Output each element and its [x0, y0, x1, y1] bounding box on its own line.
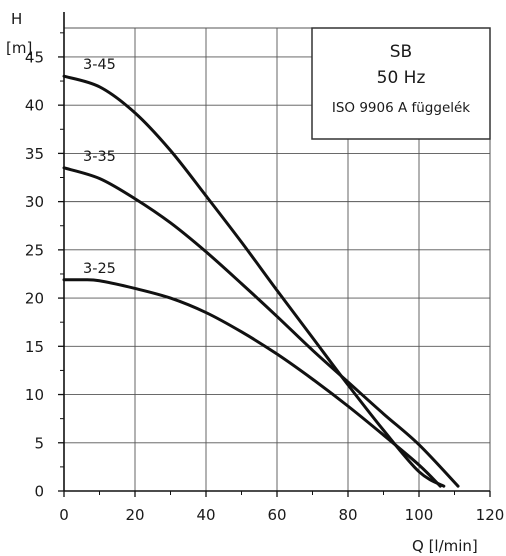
series-line-3-35 [62, 166, 460, 488]
x-tick-label: 20 [125, 506, 144, 524]
y-tick-label: 0 [34, 483, 44, 501]
y-tick-label: 25 [25, 241, 44, 259]
axes [58, 12, 491, 497]
series-label-3-45: 3-45 [83, 57, 116, 73]
tick-labels: 0 20 40 60 80 100 120 0 5 10 15 20 25 30 35 40 45 3-45 3-3… [25, 48, 504, 524]
y-tick-label: 30 [25, 193, 44, 211]
x-axis-title: Q [l/min] [412, 537, 478, 555]
legend-standard: ISO 9906 A függelék [332, 100, 470, 116]
x-tick-label: 120 [476, 506, 505, 524]
y-tick-label: 35 [25, 145, 44, 163]
series-line-3-25 [62, 278, 442, 488]
series-label-3-35: 3-35 [83, 149, 116, 165]
x-tick-label: 100 [405, 506, 434, 524]
series-lines [62, 74, 460, 488]
x-tick-label: 80 [338, 506, 357, 524]
y-tick-label: 45 [25, 48, 44, 66]
x-tick-label: 60 [267, 506, 286, 524]
y-tick-label: 40 [25, 97, 44, 115]
y-tick-label: 10 [25, 386, 44, 404]
x-tick-label: 40 [196, 506, 215, 524]
y-tick-label: 5 [34, 434, 44, 452]
y-axis-title: H [11, 10, 22, 28]
y-tick-label: 20 [25, 290, 44, 308]
legend-box: SB 50 Hz ISO 9906 A függelék [311, 27, 491, 140]
legend-title: SB [390, 42, 412, 62]
legend-frequency: 50 Hz [377, 68, 426, 88]
x-tick-label: 0 [59, 506, 69, 524]
y-tick-label: 15 [25, 338, 44, 356]
series-line-3-45 [62, 74, 446, 488]
y-axis-unit: [m] [6, 39, 32, 57]
series-label-3-25: 3-25 [83, 261, 116, 277]
legend-frame [311, 27, 491, 140]
